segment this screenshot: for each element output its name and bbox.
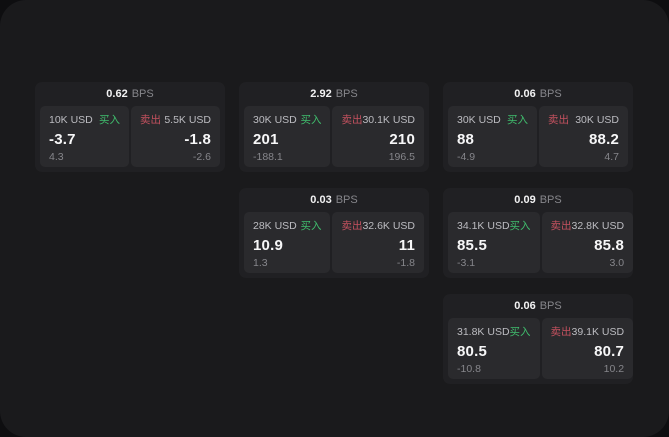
sell-delta: 10.2 bbox=[603, 362, 625, 375]
buy-delta: 4.3 bbox=[49, 150, 64, 163]
sell-label: 卖出 bbox=[341, 220, 363, 232]
sell-price: 85.8 bbox=[594, 236, 625, 254]
spread-header: 0.62 BPS bbox=[35, 82, 225, 106]
buy-size: 10K USD bbox=[49, 113, 93, 126]
sell-price: 210 bbox=[389, 130, 415, 148]
buy-price: 85.5 bbox=[457, 236, 487, 254]
spread-unit: BPS bbox=[131, 88, 154, 100]
spread-card: 2.92 BPS 30K USD 买入 201 -188.1 卖出 30.1K … bbox=[239, 82, 429, 172]
sell-delta: -1.8 bbox=[396, 256, 415, 269]
spread-card: 0.09 BPS 34.1K USD 买入 85.5 -3.1 卖出 32.8K… bbox=[443, 188, 634, 278]
quote-panels: 30K USD 买入 88 -4.9 卖出 30K USD 88.2 4.7 bbox=[443, 106, 633, 172]
sell-size: 32.6K USD bbox=[362, 219, 415, 232]
buy-size: 31.8K USD bbox=[457, 325, 510, 338]
sell-size: 5.5K USD bbox=[164, 113, 211, 126]
sell-delta: 196.5 bbox=[388, 150, 415, 163]
sell-price: 11 bbox=[398, 236, 415, 254]
quote-panels: 31.8K USD 买入 80.5 -10.8 卖出 39.1K USD 80.… bbox=[443, 318, 634, 384]
spread-unit: BPS bbox=[539, 300, 562, 312]
spread-unit: BPS bbox=[335, 88, 358, 100]
buy-panel[interactable]: 10K USD 买入 -3.7 4.3 bbox=[40, 106, 129, 167]
sell-panel[interactable]: 卖出 30.1K USD 210 196.5 bbox=[332, 106, 424, 167]
sell-price: 80.7 bbox=[594, 342, 625, 360]
sell-label: 卖出 bbox=[341, 114, 363, 126]
buy-panel[interactable]: 31.8K USD 买入 80.5 -10.8 bbox=[448, 318, 540, 379]
buy-delta: -188.1 bbox=[253, 150, 283, 163]
spread-value: 0.62 bbox=[106, 88, 128, 100]
buy-panel[interactable]: 34.1K USD 买入 85.5 -3.1 bbox=[448, 212, 540, 273]
sell-panel[interactable]: 卖出 32.6K USD 11 -1.8 bbox=[332, 212, 424, 273]
sell-panel[interactable]: 卖出 32.8K USD 85.8 3.0 bbox=[541, 212, 634, 273]
spread-unit: BPS bbox=[335, 194, 358, 206]
buy-price: 88 bbox=[457, 130, 475, 148]
quote-panels: 30K USD 买入 201 -188.1 卖出 30.1K USD 210 1… bbox=[239, 106, 429, 172]
spread-unit: BPS bbox=[539, 88, 562, 100]
sell-delta: 3.0 bbox=[609, 256, 625, 269]
sell-size: 30K USD bbox=[575, 113, 619, 126]
buy-delta: -10.8 bbox=[457, 362, 481, 375]
spread-value: 0.09 bbox=[514, 194, 536, 206]
quote-panels: 10K USD 买入 -3.7 4.3 卖出 5.5K USD -1.8 -2.… bbox=[35, 106, 225, 172]
spread-card: 0.62 BPS 10K USD 买入 -3.7 4.3 卖出 5.5K USD… bbox=[35, 82, 225, 172]
sell-panel[interactable]: 卖出 5.5K USD -1.8 -2.6 bbox=[131, 106, 220, 167]
sell-label: 卖出 bbox=[550, 326, 572, 338]
buy-size: 30K USD bbox=[253, 113, 297, 126]
buy-size: 30K USD bbox=[457, 113, 501, 126]
sell-price: 88.2 bbox=[589, 130, 619, 148]
buy-size: 28K USD bbox=[253, 219, 297, 232]
sell-panel[interactable]: 卖出 30K USD 88.2 4.7 bbox=[539, 106, 628, 167]
sell-label: 卖出 bbox=[140, 114, 161, 126]
sell-panel[interactable]: 卖出 39.1K USD 80.7 10.2 bbox=[541, 318, 634, 379]
quote-panels: 34.1K USD 买入 85.5 -3.1 卖出 32.8K USD 85.8… bbox=[443, 212, 634, 278]
spread-header: 0.06 BPS bbox=[443, 294, 633, 318]
buy-label: 买入 bbox=[300, 114, 322, 126]
spread-value: 0.03 bbox=[310, 194, 332, 206]
spread-value: 0.06 bbox=[514, 88, 536, 100]
spread-header: 0.06 BPS bbox=[443, 82, 633, 106]
buy-price: 10.9 bbox=[253, 236, 283, 254]
quote-panels: 28K USD 买入 10.9 1.3 卖出 32.6K USD 11 -1.8 bbox=[239, 212, 429, 278]
buy-price: 80.5 bbox=[457, 342, 487, 360]
spread-value: 2.92 bbox=[310, 88, 332, 100]
spread-card: 0.03 BPS 28K USD 买入 10.9 1.3 卖出 32.6K US… bbox=[239, 188, 429, 278]
buy-label: 买入 bbox=[509, 326, 531, 338]
buy-label: 买入 bbox=[99, 114, 120, 126]
spread-header: 0.03 BPS bbox=[239, 188, 429, 212]
buy-panel[interactable]: 30K USD 买入 201 -188.1 bbox=[244, 106, 331, 167]
spread-header: 2.92 BPS bbox=[239, 82, 429, 106]
buy-price: 201 bbox=[253, 130, 279, 148]
sell-size: 32.8K USD bbox=[571, 219, 625, 232]
buy-price: -3.7 bbox=[49, 130, 76, 148]
buy-label: 买入 bbox=[300, 220, 322, 232]
spread-header: 0.09 BPS bbox=[443, 188, 633, 212]
spread-value: 0.06 bbox=[514, 300, 536, 312]
buy-panel[interactable]: 28K USD 买入 10.9 1.3 bbox=[244, 212, 331, 273]
sell-delta: -2.6 bbox=[192, 150, 211, 163]
spread-unit: BPS bbox=[539, 194, 562, 206]
sell-price: -1.8 bbox=[184, 130, 211, 148]
buy-delta: -3.1 bbox=[457, 256, 476, 269]
sell-label: 卖出 bbox=[550, 220, 572, 232]
sell-size: 39.1K USD bbox=[571, 325, 625, 338]
buy-panel[interactable]: 30K USD 买入 88 -4.9 bbox=[448, 106, 537, 167]
buy-delta: 1.3 bbox=[253, 256, 268, 269]
buy-label: 买入 bbox=[507, 114, 528, 126]
spread-card: 0.06 BPS 30K USD 买入 88 -4.9 卖出 30K USD 8… bbox=[443, 82, 633, 172]
spread-card: 0.06 BPS 31.8K USD 买入 80.5 -10.8 卖出 39.1… bbox=[443, 294, 634, 384]
buy-size: 34.1K USD bbox=[457, 219, 510, 232]
sell-delta: 4.7 bbox=[604, 150, 619, 163]
sell-label: 卖出 bbox=[548, 114, 569, 126]
sell-size: 30.1K USD bbox=[362, 113, 415, 126]
buy-label: 买入 bbox=[509, 220, 531, 232]
buy-delta: -4.9 bbox=[457, 150, 476, 163]
